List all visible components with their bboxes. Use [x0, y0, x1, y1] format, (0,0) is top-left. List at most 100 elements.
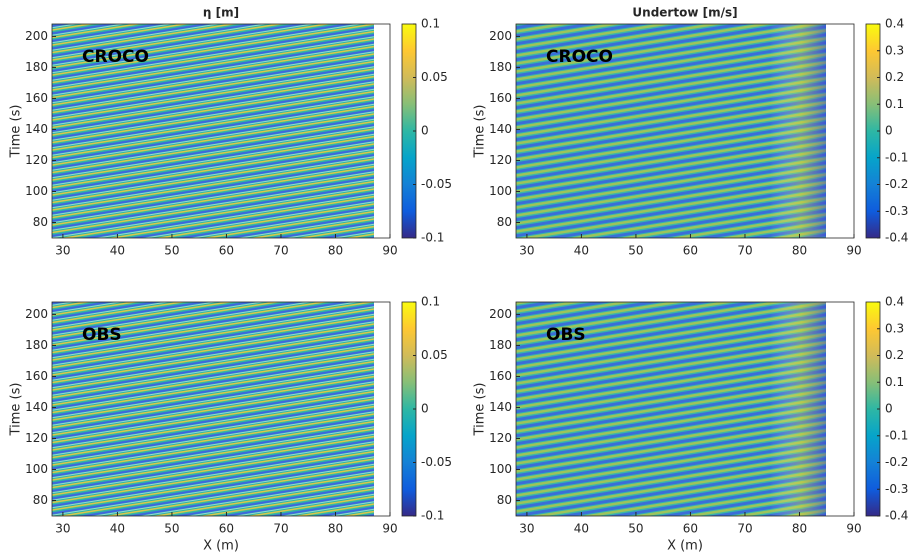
- x-tick-label: 70: [737, 244, 752, 258]
- x-tick-label: 30: [55, 244, 70, 258]
- y-tick-label: 140: [25, 122, 48, 136]
- colorbar-tick-label: 0.3: [885, 43, 904, 57]
- colorbar-tick-label: -0.1: [885, 150, 908, 164]
- y-tick-label: 120: [25, 431, 48, 445]
- y-tick-label: 180: [489, 60, 512, 74]
- colorbar-tick-label: 0: [421, 124, 429, 138]
- colorbar-tick-label: 0.1: [885, 375, 904, 389]
- y-tick-label: 160: [489, 91, 512, 105]
- annotation: CROCO: [82, 47, 149, 67]
- x-tick-label: 60: [219, 244, 234, 258]
- y-tick-label: 200: [25, 29, 48, 43]
- y-tick-label: 120: [25, 153, 48, 167]
- colorbar-tick-label: -0.4: [885, 509, 908, 523]
- x-tick-label: 70: [273, 522, 288, 536]
- y-tick-label: 180: [25, 338, 48, 352]
- panel-title: η [m]: [203, 6, 239, 20]
- x-tick-label: 40: [574, 244, 589, 258]
- x-tick-label: 70: [737, 522, 752, 536]
- x-tick-label: 30: [55, 522, 70, 536]
- colorbar-tick-label: 0.4: [885, 17, 904, 31]
- x-tick-label: 80: [328, 522, 343, 536]
- y-tick-label: 120: [489, 153, 512, 167]
- x-tick-label: 60: [683, 244, 698, 258]
- x-tick-label: 40: [574, 522, 589, 536]
- y-axis-label: Time (s): [9, 105, 24, 159]
- colorbar-tick-label: -0.2: [885, 177, 908, 191]
- colorbar-tick-label: 0.1: [421, 17, 440, 31]
- x-tick-label: 60: [683, 522, 698, 536]
- y-tick-label: 200: [489, 29, 512, 43]
- colorbar-tick-label: -0.2: [885, 455, 908, 469]
- y-tick-label: 100: [489, 184, 512, 198]
- x-tick-label: 50: [164, 244, 179, 258]
- colorbar-tick-label: 0.1: [885, 97, 904, 111]
- x-tick-label: 90: [382, 244, 397, 258]
- x-tick-label: 50: [164, 522, 179, 536]
- y-tick-label: 140: [489, 122, 512, 136]
- colorbar-tick-label: 0.4: [885, 295, 904, 309]
- colorbar-tick-label: -0.05: [421, 455, 452, 469]
- colorbar-tick-label: 0: [885, 124, 893, 138]
- annotation: OBS: [82, 325, 122, 345]
- x-tick-label: 90: [382, 522, 397, 536]
- y-tick-label: 80: [33, 493, 48, 507]
- y-tick-label: 160: [25, 369, 48, 383]
- y-tick-label: 200: [489, 307, 512, 321]
- y-tick-label: 200: [25, 307, 48, 321]
- panel-title: Undertow [m/s]: [632, 6, 737, 20]
- colorbar-tick-label: 0.2: [885, 348, 904, 362]
- x-tick-label: 60: [219, 522, 234, 536]
- colorbar-tick-label: -0.1: [885, 428, 908, 442]
- x-axis-label: X (m): [667, 539, 703, 554]
- colorbar-tick-label: 0.05: [421, 348, 448, 362]
- y-tick-label: 80: [497, 215, 512, 229]
- y-tick-label: 140: [25, 400, 48, 414]
- colorbar-tick-label: 0.1: [421, 295, 440, 309]
- y-tick-label: 100: [25, 184, 48, 198]
- y-tick-label: 160: [25, 91, 48, 105]
- x-tick-label: 30: [519, 522, 534, 536]
- y-tick-label: 140: [489, 400, 512, 414]
- y-tick-label: 100: [489, 462, 512, 476]
- y-axis-label: Time (s): [473, 105, 488, 159]
- colorbar-tick-label: -0.1: [421, 231, 444, 245]
- axes-box: [515, 23, 855, 239]
- x-tick-label: 80: [792, 522, 807, 536]
- y-axis-label: Time (s): [9, 383, 24, 437]
- y-tick-label: 180: [489, 338, 512, 352]
- colorbar-tick-label: 0: [421, 402, 429, 416]
- colorbar-tick-label: 0: [885, 402, 893, 416]
- x-tick-label: 70: [273, 244, 288, 258]
- colorbar-tick-label: 0.05: [421, 70, 448, 84]
- colorbar-tick-label: 0.2: [885, 70, 904, 84]
- x-tick-label: 30: [519, 244, 534, 258]
- axes-box: [51, 23, 391, 239]
- x-tick-label: 50: [628, 522, 643, 536]
- axes-box: [51, 301, 391, 517]
- y-tick-label: 120: [489, 431, 512, 445]
- axes-box: [515, 301, 855, 517]
- heatmap: [52, 302, 374, 516]
- y-tick-label: 80: [497, 493, 512, 507]
- x-axis-label: X (m): [203, 539, 239, 554]
- y-tick-label: 80: [33, 215, 48, 229]
- heatmap-edge: [516, 302, 826, 516]
- y-tick-label: 160: [489, 369, 512, 383]
- colorbar-tick-label: -0.3: [885, 204, 908, 218]
- colorbar-tick-label: -0.4: [885, 231, 908, 245]
- colorbar-tick-label: -0.3: [885, 482, 908, 496]
- annotation: OBS: [546, 325, 586, 345]
- heatmap: [52, 24, 374, 238]
- x-tick-label: 40: [110, 244, 125, 258]
- annotation: CROCO: [546, 47, 613, 67]
- x-tick-label: 80: [792, 244, 807, 258]
- x-tick-label: 80: [328, 244, 343, 258]
- x-tick-label: 90: [846, 522, 861, 536]
- y-tick-label: 180: [25, 60, 48, 74]
- colorbar-tick-label: -0.1: [421, 509, 444, 523]
- y-tick-label: 100: [25, 462, 48, 476]
- colorbar-tick-label: -0.05: [421, 177, 452, 191]
- heatmap-edge: [516, 24, 826, 238]
